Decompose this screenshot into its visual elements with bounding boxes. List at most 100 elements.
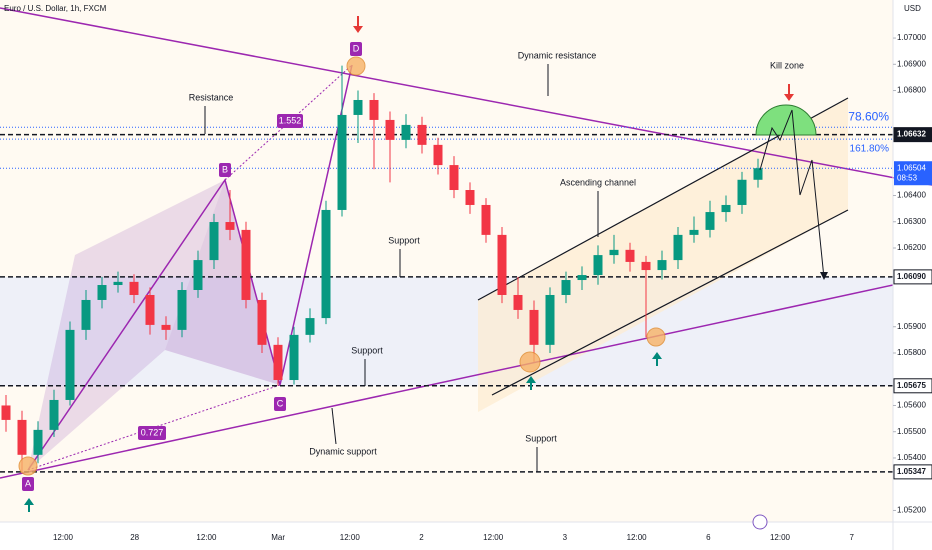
annotation: Ascending channel <box>560 177 636 187</box>
annotation: Dynamic resistance <box>518 50 597 60</box>
dynamic-support-line <box>0 284 894 479</box>
candle-body <box>401 124 411 140</box>
candle-body <box>337 114 347 210</box>
level-label: 1.05675 <box>897 381 926 390</box>
y-tick-label: 1.05800 <box>897 348 926 357</box>
point-circle <box>646 327 666 347</box>
point-circle <box>519 351 541 373</box>
y-tick-label: 1.05500 <box>897 427 926 436</box>
level-badge <box>893 464 932 480</box>
point-label: A <box>25 478 31 488</box>
candle-body <box>609 249 619 256</box>
y-tick-label: 1.05200 <box>897 506 926 515</box>
x-tick-label: 3 <box>563 533 568 542</box>
candle-body <box>273 344 283 381</box>
axis-labels: 1.07000 1.06900 1.06800 1.06400 1.06300 1.062… <box>53 33 932 542</box>
candle-body <box>689 229 699 235</box>
point-label: D <box>353 43 360 53</box>
y-tick-label: 1.06300 <box>897 217 926 226</box>
dynamic-resistance-line <box>0 7 932 186</box>
ratio-label: 0.727 <box>141 427 164 437</box>
fib-label: 161.80% <box>850 144 890 155</box>
ratio-label: 1.552 <box>279 115 302 125</box>
pattern-triangle <box>165 180 280 385</box>
last-price-label: 1.06504 <box>897 163 926 172</box>
y-tick-label: 1.06200 <box>897 243 926 252</box>
level-badge <box>893 269 932 285</box>
point-badge <box>219 163 231 177</box>
x-tick-label: 7 <box>849 533 854 542</box>
point-badge <box>274 397 286 411</box>
candle-body <box>465 190 475 205</box>
candle-body <box>657 260 667 271</box>
candle-body <box>545 294 555 345</box>
x-tick-label: 6 <box>706 533 711 542</box>
x-tick-label: 28 <box>130 533 139 542</box>
event-icon <box>752 514 768 530</box>
y-tick-label: 1.05600 <box>897 401 926 410</box>
candle-body <box>193 260 203 290</box>
candle-body <box>513 294 523 310</box>
up-arrow <box>24 498 34 512</box>
point-circle <box>346 56 366 76</box>
candle-body <box>577 275 587 281</box>
x-tick-label: 12:00 <box>627 533 648 542</box>
candle-body <box>481 204 491 235</box>
candle-body <box>81 299 91 330</box>
candle-body <box>385 119 395 140</box>
fib-label: 78.60% <box>848 109 889 123</box>
candle-body <box>529 309 539 345</box>
candle-body <box>17 419 27 455</box>
annotation: Resistance <box>189 92 234 102</box>
pattern-triangle <box>75 180 225 350</box>
point-badge <box>350 42 362 56</box>
countdown: 08:53 <box>897 173 918 182</box>
candle-body <box>1 405 11 420</box>
y-tick-label: 1.05900 <box>897 322 926 331</box>
candle-body <box>641 261 651 271</box>
candle-body <box>673 234 683 261</box>
candle-body <box>177 290 187 330</box>
candle-body <box>353 99 363 115</box>
level-badge <box>893 127 932 143</box>
candle-body <box>289 334 299 381</box>
candle-body <box>145 294 155 325</box>
levels <box>0 126 893 473</box>
pattern-triangle <box>28 255 165 470</box>
annotation-pointer <box>331 407 337 445</box>
level-label: 1.06090 <box>897 272 926 281</box>
up-arrow <box>526 376 536 390</box>
y-tick-label: 1.05400 <box>897 453 926 462</box>
candle-body <box>49 399 59 430</box>
pattern-line <box>27 64 353 471</box>
annotation: Support <box>388 235 420 245</box>
candle-body <box>241 229 251 300</box>
candle-body <box>417 124 427 145</box>
x-tick-label: 12:00 <box>340 533 361 542</box>
channel-bottom <box>491 209 849 396</box>
y-tick-label: 1.07000 <box>897 33 926 42</box>
y-tick-label: 1.06400 <box>897 191 926 200</box>
x-tick-label: 12:00 <box>483 533 504 542</box>
candle-body <box>113 281 123 286</box>
point-circle <box>18 456 38 476</box>
candle-body <box>129 281 139 295</box>
candle-body <box>433 144 443 166</box>
point-badge <box>22 477 34 491</box>
candle-body <box>225 222 235 230</box>
y-tick-label: 1.06900 <box>897 59 926 68</box>
candle-body <box>321 209 331 319</box>
x-tick-label: 12:00 <box>770 533 791 542</box>
candle-body <box>305 318 315 335</box>
currency: USD <box>904 4 921 13</box>
candle-body <box>753 168 763 180</box>
down-arrow <box>353 16 363 33</box>
level-label: 1.06632 <box>897 130 926 139</box>
down-arrow <box>784 84 794 101</box>
annotation: Support <box>525 433 557 443</box>
point-label: B <box>222 164 228 174</box>
chart-title: Euro / U.S. Dollar, 1h, FXCM <box>4 4 107 13</box>
candle-body <box>449 165 459 191</box>
last-price-badge <box>894 161 932 186</box>
